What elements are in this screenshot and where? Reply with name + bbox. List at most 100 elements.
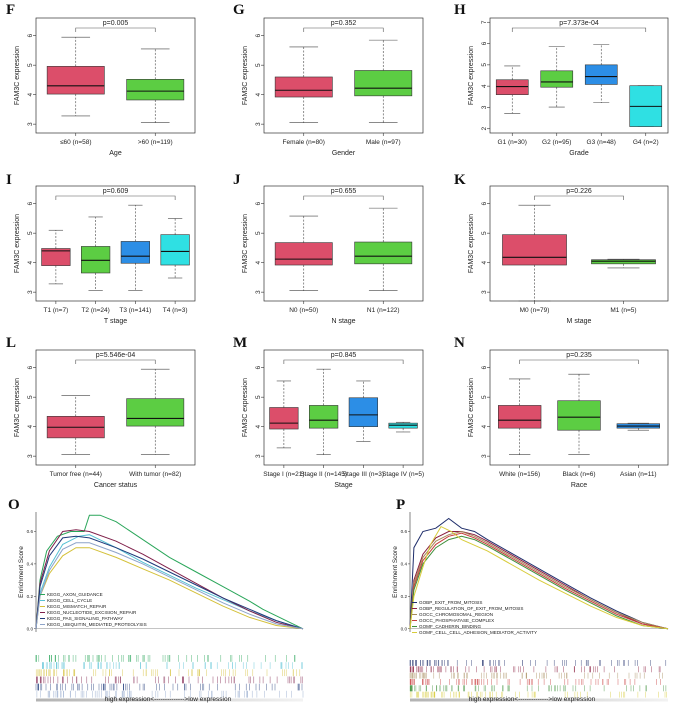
legend-label: KEGG_CELL_CYCLE (47, 598, 92, 603)
y-axis-label: FAM3C expression (468, 214, 475, 273)
box (81, 246, 111, 274)
panel-letter: J (233, 172, 241, 188)
p-value-label: p=5.546e-04 (96, 352, 136, 359)
barcode-area (36, 655, 303, 698)
plot-frame (35, 17, 196, 134)
y-tick-label: 3 (27, 454, 34, 458)
y-axis-label: FAM3C expression (14, 378, 21, 437)
y-axis-label: FAM3C expression (468, 378, 475, 437)
y-tick-label: 0.4 (27, 561, 34, 566)
x-tick-label: M1 (n=5) (610, 307, 636, 314)
y-tick-label: 3 (27, 122, 34, 126)
panel-h: H 2 3 4 5 6 7 FAM3C expression Grade G1 (n=30) G2 … (454, 2, 669, 157)
plot-frame (263, 349, 424, 466)
legend-label: KEGG_AXON_GUIDANCE (47, 592, 103, 597)
box (120, 241, 150, 264)
x-tick-label: Stage IV (n=5) (382, 471, 424, 478)
box (269, 407, 299, 430)
panel-j: J 3 4 5 6 FAM3C expression N stage N0 (n=50) N1 … (233, 172, 424, 325)
p-value-bracket (283, 359, 404, 364)
box (540, 70, 574, 88)
panel-letter: P (396, 497, 405, 513)
y-tick-label: 2 (481, 127, 488, 131)
enrichment-curve (35, 535, 304, 630)
p-value-bracket (534, 195, 624, 200)
y-axis-label: FAM3C expression (242, 378, 249, 437)
panel-k: K 3 4 5 6 FAM3C expression M stage M0 (n=79) M1 … (454, 172, 669, 325)
x-tick-label: G4 (n=2) (633, 139, 659, 146)
p-value-bracket (303, 27, 384, 32)
x-axis-label: Cancer status (94, 482, 138, 489)
box (41, 248, 71, 266)
y-tick-label: 4 (255, 260, 262, 264)
y-tick-label: 6 (481, 366, 488, 370)
x-axis-label: Grade (569, 150, 589, 157)
y-tick-label: 5 (481, 395, 488, 399)
x-tick-label: G3 (n=48) (587, 139, 616, 146)
panel-f: F 3 4 5 6 FAM3C expression Age ≤60 (n=58) >60 (n… (6, 2, 196, 157)
y-tick-label: 6 (481, 202, 488, 206)
box (126, 79, 185, 101)
plot-frame (35, 349, 196, 466)
rank-gradient-bar (410, 698, 668, 702)
plot-frame (263, 17, 424, 134)
y-tick-label: 3 (255, 122, 262, 126)
x-axis-label: N stage (331, 318, 355, 325)
y-tick-label: 3 (27, 290, 34, 294)
panel-n: N 3 4 5 6 FAM3C expression Race White (n=156) Bl… (454, 335, 669, 489)
enrichment-curve (409, 525, 669, 630)
y-tick-label: 4 (255, 424, 262, 428)
legend-label: GOMF_CELL_CELL_ADHESION_MEDIATOR_ACTIVIT… (419, 630, 537, 635)
y-tick-label: 0.0 (27, 626, 34, 631)
p-value-label: p=7.373e-04 (559, 20, 599, 27)
box (274, 242, 333, 266)
rank-gradient-bar (36, 698, 303, 702)
x-axis-label: T stage (104, 318, 127, 325)
x-axis-label: Race (571, 482, 587, 489)
x-tick-label: Stage III (n=3) (343, 471, 384, 478)
y-axis-label: FAM3C expression (242, 46, 249, 105)
y-tick-label: 5 (255, 63, 262, 67)
box (354, 70, 413, 97)
y-axis-label: FAM3C expression (14, 46, 21, 105)
p-value-bracket (55, 195, 176, 200)
legend-label: GOBP_EXIT_FROM_MITOSIS (419, 600, 482, 605)
x-axis-label: Stage (334, 482, 352, 489)
y-tick-label: 5 (481, 63, 488, 67)
x-tick-label: M0 (n=79) (520, 307, 550, 314)
x-tick-label: Asian (n=11) (620, 471, 657, 478)
box (591, 259, 656, 265)
panel-letter: G (233, 2, 245, 18)
y-axis-label: FAM3C expression (14, 214, 21, 273)
p-value-bracket (519, 359, 639, 364)
y-tick-label: 5 (27, 231, 34, 235)
panel-letter: H (454, 2, 466, 18)
y-tick-label: 3 (481, 454, 488, 458)
y-tick-label: 0.2 (401, 594, 408, 599)
y-tick-label: 0.6 (401, 529, 408, 534)
panel-letter: L (6, 335, 16, 351)
x-axis-label: M stage (567, 318, 592, 325)
x-axis-caption: high expression<-------------->low expre… (469, 696, 596, 703)
panel-o: O 0.0 0.2 0.4 0.6 Enrichment Score KEGG_AXON_G… (8, 497, 304, 703)
y-tick-label: 4 (27, 424, 34, 428)
legend-label: KEGG_NUCLEOTIDE_EXCISION_REPAIR (47, 610, 137, 615)
x-tick-label: With tumor (n=82) (129, 471, 181, 478)
p-value-label: p=0.226 (566, 188, 592, 195)
y-tick-label: 7 (481, 20, 488, 24)
enrichment-curve (409, 530, 669, 630)
enrichment-curve (35, 547, 304, 630)
x-tick-label: G2 (n=95) (542, 139, 571, 146)
x-tick-label: ≤60 (n=58) (60, 139, 92, 146)
y-tick-label: 6 (27, 202, 34, 206)
y-tick-label: 0.2 (27, 594, 34, 599)
legend-label: GOMF_CADHERIN_BINDING (419, 624, 481, 629)
y-tick-label: 0.6 (27, 529, 34, 534)
y-tick-label: 5 (255, 395, 262, 399)
y-tick-label: 3 (481, 105, 488, 109)
y-tick-label: 5 (481, 231, 488, 235)
box (584, 64, 618, 85)
x-tick-label: T3 (n=141) (119, 307, 151, 314)
y-tick-label: 4 (481, 84, 488, 88)
p-value-label: p=0.235 (566, 352, 592, 359)
